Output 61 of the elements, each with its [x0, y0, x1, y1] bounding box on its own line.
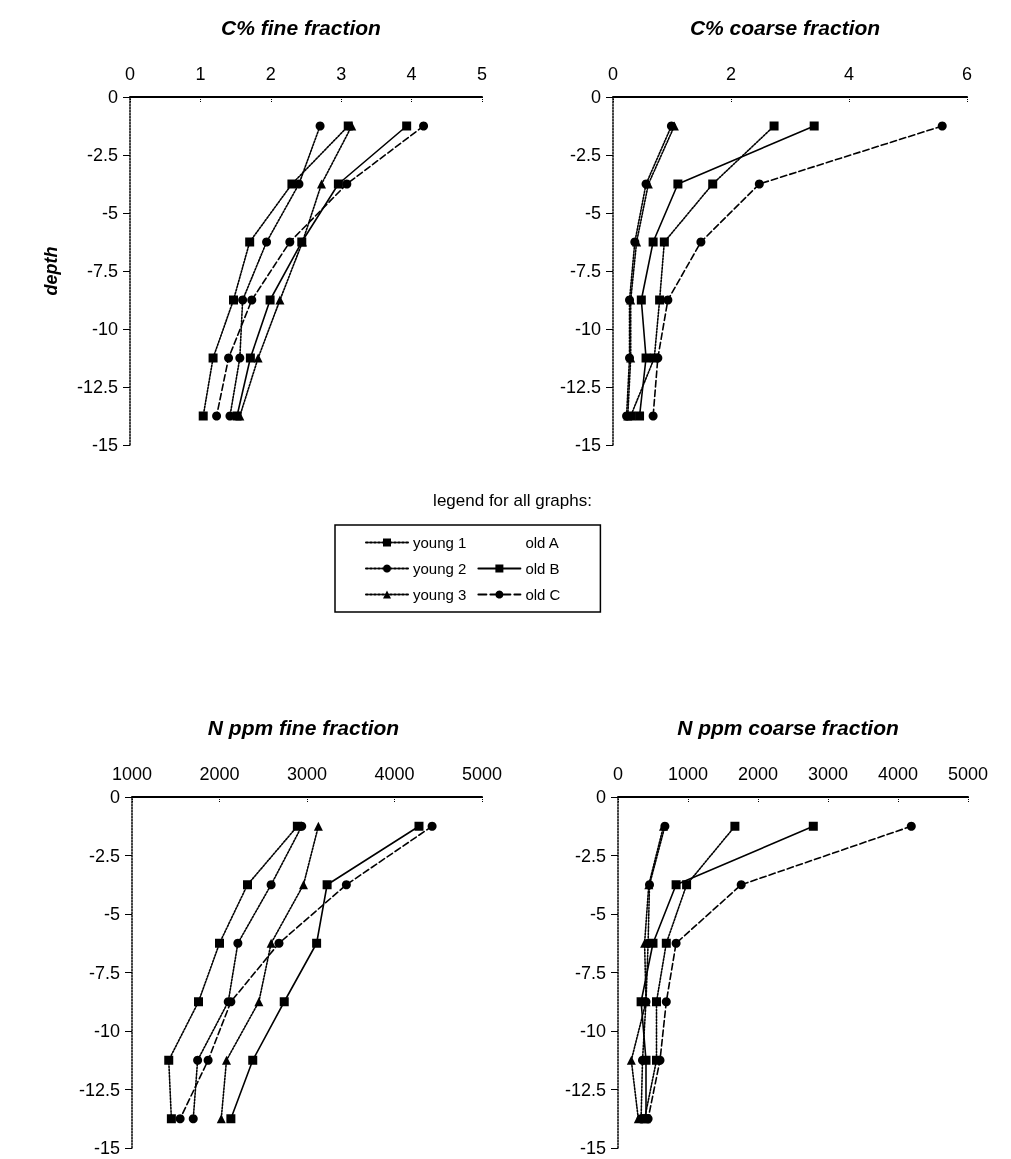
x-tick-label: 4000	[374, 764, 415, 784]
x-tick-label: 0	[607, 64, 619, 84]
y-tick-label: -10	[93, 1021, 120, 1041]
y-tick-label: -7.5	[569, 261, 601, 281]
x-tick-label: 3000	[286, 764, 328, 784]
y-tick-label: -5	[589, 904, 606, 924]
y-tick-label: -10	[91, 319, 118, 339]
y-axis-title: depth	[41, 246, 61, 296]
legend-label: old A	[525, 534, 559, 551]
y-tick-label: -15	[574, 435, 601, 455]
y-tick-label: -15	[91, 435, 118, 455]
x-tick-label: 1000	[667, 764, 709, 784]
y-tick-label: -12.5	[78, 1079, 120, 1100]
y-tick-label: -7.5	[88, 962, 120, 983]
x-tick-label: 4	[406, 64, 417, 84]
chart-title: C% coarse fraction	[689, 16, 881, 39]
x-tick-label: 4	[843, 64, 855, 84]
y-tick-label: -12.5	[559, 377, 601, 397]
x-tick-label: 2000	[737, 764, 779, 784]
x-tick-label: 0	[612, 764, 624, 784]
x-tick-label: 5000	[461, 764, 502, 784]
x-tick-label: 3000	[807, 764, 849, 784]
x-tick-label: 6	[961, 64, 973, 84]
y-tick-label: -5	[103, 904, 120, 924]
y-tick-label: 0	[595, 787, 606, 807]
y-tick-label: -2.5	[569, 145, 601, 165]
legend-label: young 3	[413, 586, 467, 603]
y-tick-label: 0	[109, 787, 120, 807]
x-tick-label: 5	[476, 64, 488, 84]
y-tick-label: -2.5	[86, 145, 118, 165]
x-tick-label: 3	[336, 64, 347, 84]
x-tick-label: 1000	[111, 764, 153, 784]
y-tick-label: -2.5	[88, 845, 120, 866]
y-tick-label: -7.5	[574, 962, 606, 983]
x-tick-label: 2000	[199, 764, 240, 784]
y-tick-label: -10	[579, 1021, 606, 1041]
y-tick-label: -12.5	[564, 1079, 606, 1100]
legend-label: old C	[525, 586, 561, 603]
x-tick-label: 4000	[877, 764, 919, 784]
y-tick-label: -12.5	[76, 377, 118, 397]
x-tick-label: 2	[725, 64, 737, 84]
legend-label: young 1	[413, 534, 467, 551]
x-tick-label: 5000	[947, 764, 989, 784]
legend-label: old B	[525, 560, 560, 577]
y-tick-label: -5	[584, 203, 601, 223]
y-tick-label: -15	[579, 1138, 606, 1158]
y-tick-label: -5	[101, 203, 118, 223]
chart-title: C% fine fraction	[221, 16, 381, 39]
y-tick-label: 0	[590, 87, 601, 107]
y-tick-label: -2.5	[574, 845, 606, 866]
y-tick-label: -10	[574, 319, 601, 339]
x-tick-label: 1	[195, 64, 206, 84]
legend-label: young 2	[413, 560, 467, 577]
chart-title: N ppm fine fraction	[207, 716, 400, 739]
chart-title: N ppm coarse fraction	[677, 716, 899, 739]
y-tick-label: 0	[107, 87, 118, 107]
y-tick-label: -15	[93, 1138, 120, 1158]
x-tick-label: 0	[124, 64, 136, 84]
legend-title: legend for all graphs:	[433, 491, 592, 510]
x-tick-label: 2	[265, 64, 276, 84]
y-tick-label: -7.5	[86, 261, 118, 281]
